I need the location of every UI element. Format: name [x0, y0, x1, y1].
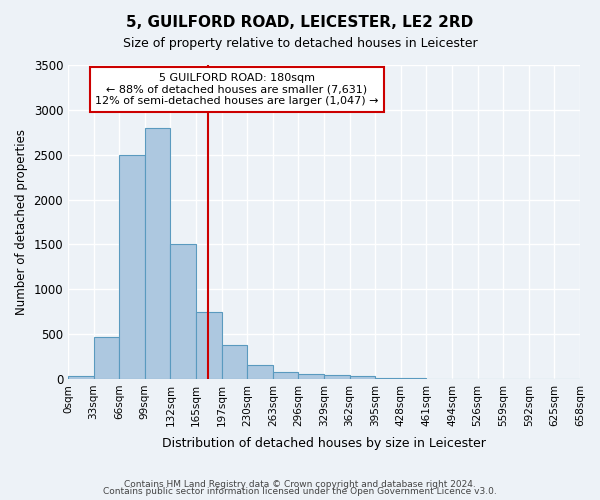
Bar [298, 374, 324, 379]
Bar [375, 378, 401, 379]
Y-axis label: Number of detached properties: Number of detached properties [15, 129, 28, 315]
X-axis label: Distribution of detached houses by size in Leicester: Distribution of detached houses by size … [162, 437, 486, 450]
Text: 5, GUILFORD ROAD, LEICESTER, LE2 2RD: 5, GUILFORD ROAD, LEICESTER, LE2 2RD [127, 15, 473, 30]
Bar [324, 376, 350, 379]
Bar [145, 128, 170, 379]
Text: Contains public sector information licensed under the Open Government Licence v3: Contains public sector information licen… [103, 487, 497, 496]
Bar [273, 372, 298, 379]
Bar [221, 345, 247, 379]
Text: Size of property relative to detached houses in Leicester: Size of property relative to detached ho… [122, 38, 478, 51]
Bar [247, 366, 273, 379]
Text: Contains HM Land Registry data © Crown copyright and database right 2024.: Contains HM Land Registry data © Crown c… [124, 480, 476, 489]
Bar [68, 376, 94, 379]
Bar [350, 376, 375, 379]
Bar [170, 244, 196, 379]
Bar [94, 337, 119, 379]
Bar [119, 154, 145, 379]
Text: 5 GUILFORD ROAD: 180sqm
← 88% of detached houses are smaller (7,631)
12% of semi: 5 GUILFORD ROAD: 180sqm ← 88% of detache… [95, 73, 379, 106]
Bar [196, 312, 221, 379]
